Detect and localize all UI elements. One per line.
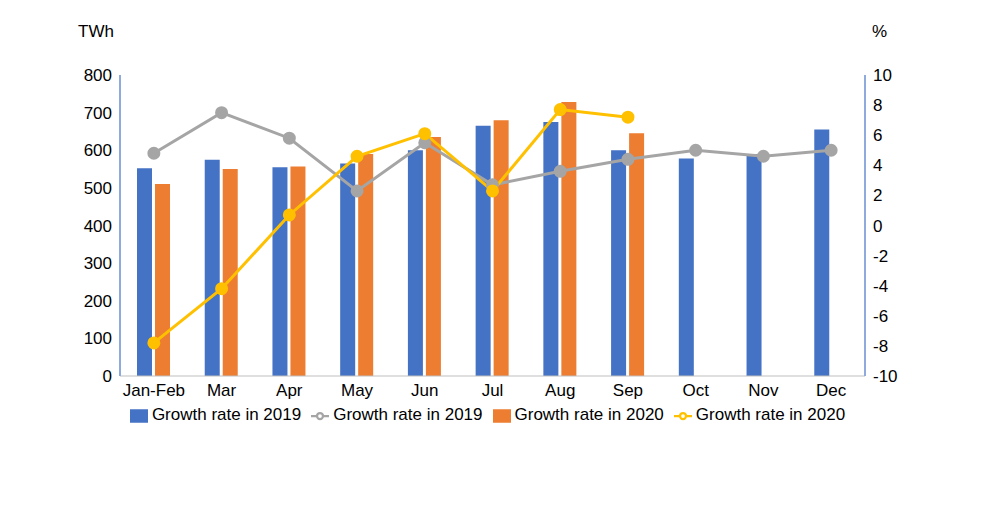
- svg-text:-8: -8: [873, 337, 888, 356]
- svg-text:400: 400: [84, 217, 112, 236]
- svg-text:200: 200: [84, 292, 112, 311]
- svg-text:300: 300: [84, 254, 112, 273]
- svg-text:500: 500: [84, 179, 112, 198]
- svg-text:700: 700: [84, 104, 112, 123]
- svg-text:10: 10: [873, 66, 892, 85]
- svg-text:600: 600: [84, 141, 112, 160]
- svg-text:Jun: Jun: [411, 381, 438, 400]
- svg-text:-6: -6: [873, 307, 888, 326]
- svg-text:6: 6: [873, 126, 882, 145]
- svg-text:Sep: Sep: [613, 381, 643, 400]
- svg-text:Oct: Oct: [682, 381, 709, 400]
- html-text:TWh: TWh: [78, 22, 114, 41]
- html-text:Growth rate in 2020: Growth rate in 2020: [695, 405, 846, 424]
- svg-text:0: 0: [103, 367, 112, 386]
- html-text:Growth rate in 2019: Growth rate in 2019: [151, 405, 302, 424]
- html-text:Growth rate in 2020: Growth rate in 2020: [514, 405, 664, 424]
- svg-text:100: 100: [84, 329, 112, 348]
- svg-text:Jul: Jul: [482, 381, 504, 400]
- svg-text:Dec: Dec: [816, 381, 847, 400]
- svg-text:2: 2: [873, 186, 882, 205]
- svg-text:May: May: [341, 381, 374, 400]
- svg-text:Aug: Aug: [545, 381, 575, 400]
- svg-text:Mar: Mar: [207, 381, 237, 400]
- svg-text:4: 4: [873, 156, 882, 175]
- html-text:Growth rate in 2019: Growth rate in 2019: [333, 405, 483, 424]
- svg-text:-2: -2: [873, 247, 888, 266]
- svg-text:Apr: Apr: [276, 381, 303, 400]
- svg-text:-10: -10: [873, 367, 898, 386]
- svg-text:Nov: Nov: [748, 381, 779, 400]
- svg-text:8: 8: [873, 96, 882, 115]
- svg-text:-4: -4: [873, 277, 888, 296]
- svg-text:800: 800: [84, 66, 112, 85]
- svg-text:Jan-Feb: Jan-Feb: [123, 381, 185, 400]
- svg-text:0: 0: [873, 217, 882, 236]
